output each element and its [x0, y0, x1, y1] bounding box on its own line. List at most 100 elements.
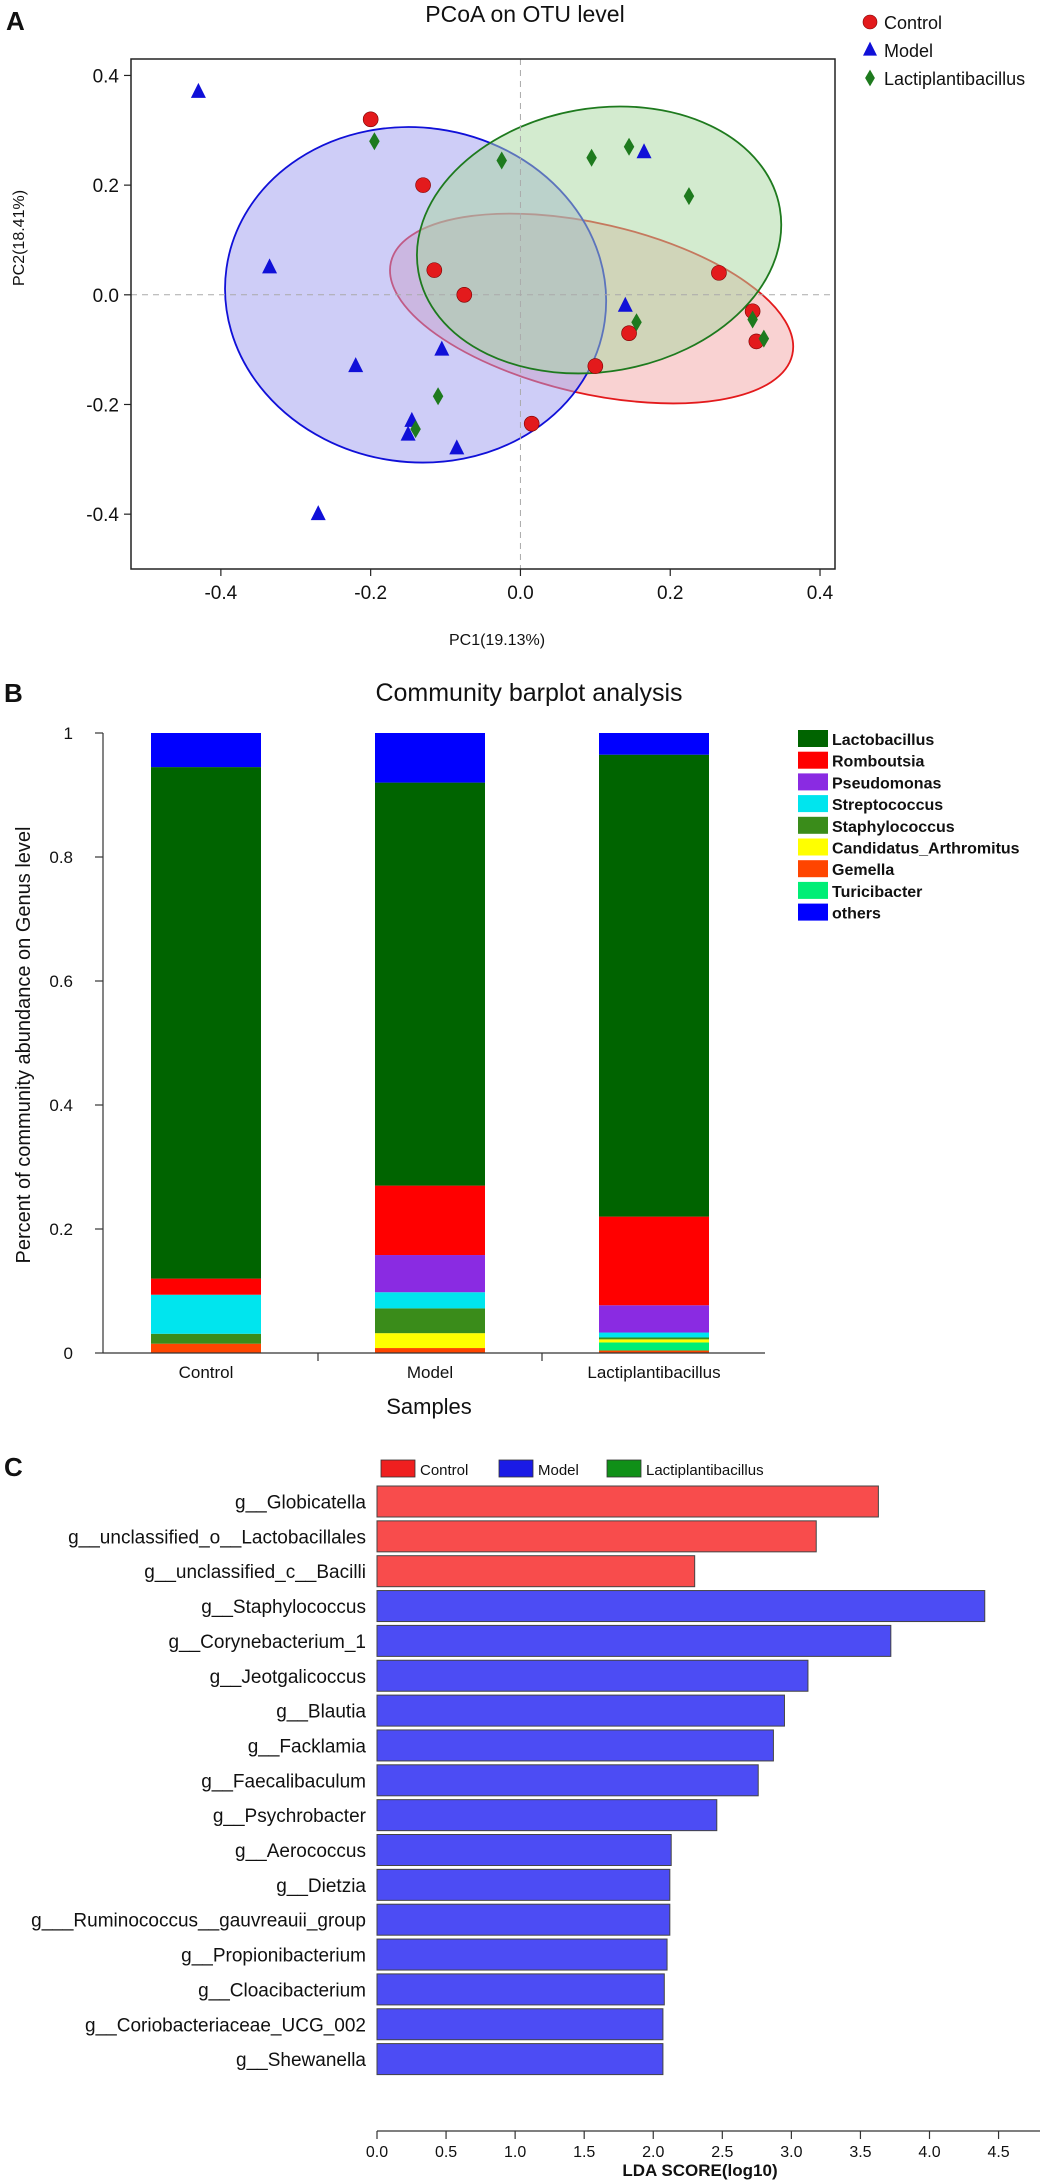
lda-bar-labels: g__Globicatella g__unclassified_o__Lactob… — [31, 1493, 367, 2072]
point-lactiplantibacillus — [586, 148, 597, 167]
x-tick-label: -0.2 — [354, 583, 387, 604]
legend-marker-lactiplantibacillus — [865, 69, 875, 87]
legend-swatch-staphylococcus — [798, 816, 828, 834]
bar-segment-candidatus_arthromitus — [375, 1333, 485, 1349]
point-lactiplantibacillus — [496, 151, 507, 170]
lda-bar-model — [376, 1938, 668, 1971]
panel-label-a: A — [6, 6, 25, 36]
pcoa-x-ticks: -0.4 -0.2 0.0 0.2 0.4 — [204, 569, 834, 604]
panel-label-c: C — [4, 1452, 23, 1482]
lda-x-label: LDA SCORE(log10) — [622, 2161, 777, 2180]
panel-label-b: B — [4, 678, 23, 708]
bar-segment-staphylococcus — [151, 1333, 261, 1344]
x-tick-label: 2.0 — [642, 2144, 664, 2161]
point-lactiplantibacillus — [623, 137, 635, 156]
bar-segment-turicibacter — [599, 1342, 709, 1351]
bar-segment-romboutsia — [599, 1216, 709, 1306]
bar-segment-others — [599, 733, 709, 755]
lda-legend: Control Model Lactiplantibacillus — [380, 1459, 764, 1479]
point-lactiplantibacillus — [683, 187, 695, 206]
bar-segment-streptococcus — [375, 1292, 485, 1309]
lda-bar-control — [376, 1520, 817, 1553]
lda-bar-label: g__Staphylococcus — [201, 1597, 366, 1618]
point-control — [362, 111, 379, 128]
lda-bar-label: g__Cloacibacterium — [198, 1980, 366, 2001]
legend-swatch-streptococcus — [798, 795, 828, 813]
lda-bar-label: g__Aerococcus — [235, 1841, 366, 1862]
bar-segment-lactobacillus — [599, 754, 709, 1217]
bar-segment-staphylococcus — [375, 1308, 485, 1334]
x-tick-label: 0.0 — [366, 2144, 388, 2161]
barplot-x-ticks: Control Model Lactiplantibacillus — [179, 1353, 721, 1382]
legend-label-staphylococcus: Staphylococcus — [832, 819, 955, 836]
lda-bar-model — [376, 2008, 664, 2041]
point-model — [434, 340, 450, 356]
pcoa-y-label: PC2(18.41%) — [11, 190, 28, 286]
y-tick-label: 0.4 — [49, 1096, 73, 1115]
lda-bar-label: g__Blautia — [276, 1702, 366, 1723]
bar-segment-others — [151, 733, 261, 768]
x-tick-label: 0.4 — [807, 583, 834, 604]
lda-bar-model — [376, 1868, 671, 1901]
y-tick-label: 0.6 — [49, 972, 73, 991]
lda-bar-label: g__unclassified_c__Bacilli — [144, 1562, 366, 1583]
lda-bar-model — [376, 1799, 718, 1832]
point-control — [456, 287, 473, 303]
lda-bar-model — [376, 1973, 665, 2006]
lda-bar-label: g__Propionibacterium — [181, 1946, 366, 1967]
bar-segment-streptococcus — [599, 1332, 709, 1338]
barplot-title: Community barplot analysis — [375, 679, 682, 707]
point-model — [617, 296, 633, 312]
legend-swatch-gemella — [798, 860, 828, 878]
x-tick-label: 4.5 — [987, 2144, 1009, 2161]
pcoa-title: PCoA on OTU level — [425, 1, 624, 27]
legend-label-lactiplantibacillus: Lactiplantibacillus — [884, 69, 1025, 89]
bar-segment-pseudomonas — [375, 1255, 485, 1293]
lda-bar-label: g__Psychrobacter — [213, 1806, 367, 1827]
lda-bar-control — [376, 1555, 696, 1588]
x-tick-label: 0.2 — [657, 583, 683, 604]
lda-bar-label: g__Shewanella — [236, 2050, 366, 2071]
legend-swatch-turicibacter — [798, 881, 828, 899]
barplot-legend: Lactobacillus Romboutsia Pseudomonas Strept… — [798, 730, 1020, 923]
lda-bar-label: g__Faecalibaculum — [201, 1771, 366, 1792]
pcoa-x-label: PC1(19.13%) — [449, 632, 545, 649]
point-model — [310, 505, 326, 521]
lda-bar-label: g__Facklamia — [248, 1736, 367, 1757]
pcoa-chart: A PCoA on OTU level -0.4 -0.2 0.0 0.2 0.4 0.… — [6, 1, 1025, 649]
bar-segment-others — [375, 733, 485, 783]
lda-legend-swatch-control — [380, 1459, 416, 1478]
point-model — [449, 439, 465, 455]
y-tick-label: 0.2 — [49, 1220, 73, 1239]
lda-bar-label: g__Jeotgalicoccus — [210, 1667, 366, 1688]
lda-bar-model — [376, 1624, 892, 1657]
point-control — [523, 415, 540, 432]
lda-bar-model — [376, 1903, 671, 1936]
bar-segment-pseudomonas — [599, 1305, 709, 1333]
bar-segment-gemella — [599, 1350, 709, 1353]
lda-legend-label-lactiplantibacillus: Lactiplantibacillus — [646, 1462, 764, 1479]
x-tick-label: 4.0 — [918, 2144, 940, 2161]
lda-bar-model — [376, 1590, 986, 1623]
lda-legend-label-model: Model — [538, 1462, 579, 1479]
legend-label-romboutsia: Romboutsia — [832, 754, 925, 771]
point-model — [636, 143, 652, 159]
legend-swatch-pseudomonas — [798, 773, 828, 791]
point-model — [348, 357, 364, 373]
x-tick-label: 0.5 — [435, 2144, 457, 2161]
lda-bar-model — [376, 1729, 774, 1762]
confidence-ellipse-lactiplantibacillus — [416, 105, 783, 375]
legend-swatch-others — [798, 903, 828, 921]
lda-bar-label: g__Dietzia — [276, 1876, 366, 1897]
x-tick-label: Lactiplantibacillus — [587, 1363, 720, 1382]
legend-marker-model — [863, 41, 877, 56]
point-lactiplantibacillus — [410, 420, 421, 439]
barplot-y-label: Percent of community abundance on Genus … — [13, 827, 35, 1264]
pcoa-plot-frame — [130, 58, 836, 570]
x-tick-label: Model — [407, 1363, 453, 1382]
point-control — [587, 358, 604, 374]
pcoa-legend: Control Model Lactiplantibacillus — [862, 13, 1025, 89]
bar-segment-lactobacillus — [375, 782, 485, 1186]
x-tick-label: 0.0 — [507, 583, 533, 604]
